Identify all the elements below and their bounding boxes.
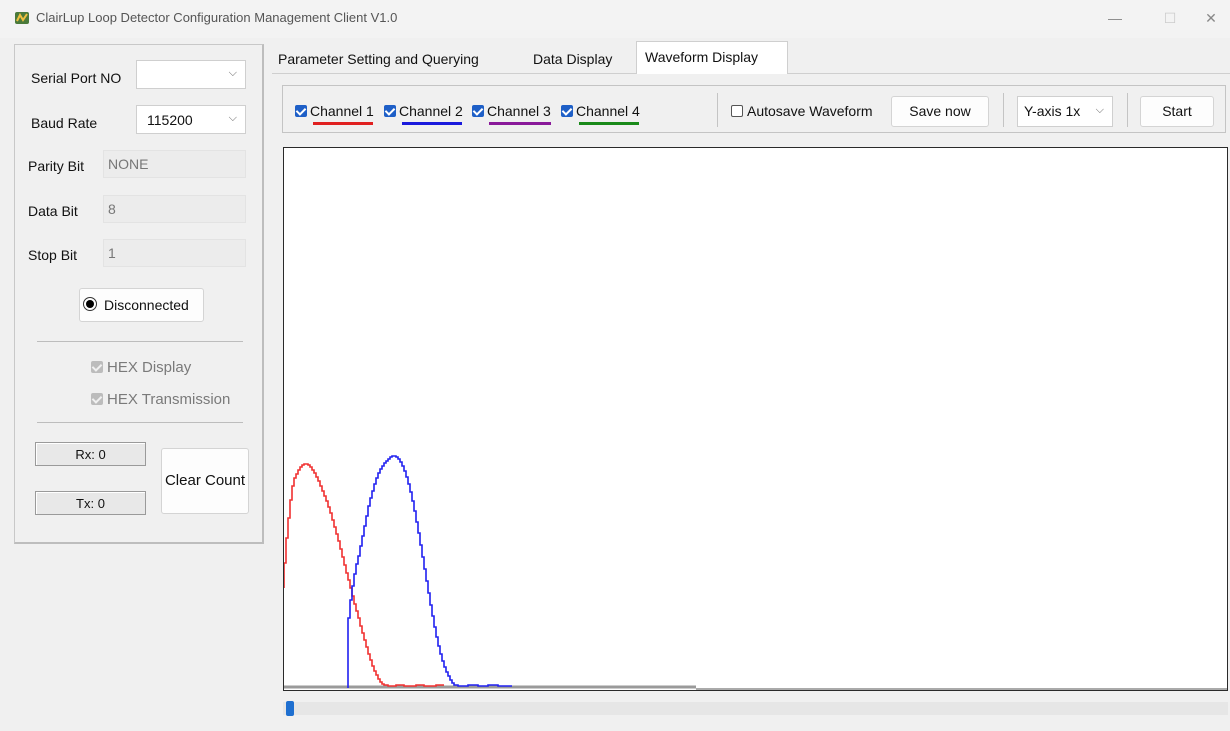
parity-bit-label: Parity Bit [28,158,85,174]
chevron-down-icon: ⌵ [228,67,237,79]
close-button[interactable]: ✕ [1205,10,1217,26]
serial-config-panel: Serial Port NO ⌵ Baud Rate 115200 ⌵ Pari… [14,44,264,544]
hex-display-label: HEX Display [107,359,192,376]
checkbox-icon [295,105,307,117]
channel-3-checkbox[interactable]: Channel 3 [472,103,559,119]
toolbar-divider [1003,93,1004,127]
hex-display-checkbox[interactable]: HEX Display [91,359,191,376]
tx-counter: Tx: 0 [35,491,146,515]
connect-button-label: Disconnected [104,297,189,313]
channel-4-color-swatch [579,122,639,125]
divider [37,422,243,423]
checkbox-icon [472,105,484,117]
baud-rate-select[interactable]: 115200 ⌵ [136,105,246,134]
channel-4-checkbox[interactable]: Channel 4 [561,103,656,119]
chevron-down-icon: ⌵ [228,112,237,124]
serial-port-select[interactable]: ⌵ [136,60,246,89]
checkbox-icon [91,361,103,373]
connect-button[interactable]: Disconnected [79,288,204,322]
channel-2-waveform [347,455,512,688]
waveform-plot [284,455,1227,690]
divider [37,341,243,342]
tab-waveform-display[interactable]: Waveform Display [636,41,788,74]
start-button[interactable]: Start [1140,96,1214,127]
hex-transmission-checkbox[interactable]: HEX Transmission [91,391,230,408]
rx-counter: Rx: 0 [35,442,146,466]
channel-1-color-swatch [313,122,373,125]
channel-3-label: Channel 3 [487,103,551,119]
minimize-button[interactable]: — [1108,10,1122,26]
chevron-down-icon: ⌵ [1095,104,1104,116]
autosave-waveform-checkbox[interactable]: Autosave Waveform [731,103,891,119]
maximize-button[interactable]: ☐ [1163,10,1177,26]
hex-transmission-label: HEX Transmission [107,391,231,408]
scrollbar-thumb[interactable] [286,701,294,716]
app-logo-icon [15,12,29,24]
baud-rate-value: 115200 [147,112,193,128]
checkbox-icon [561,105,573,117]
stop-bit-field: 1 [103,239,246,267]
channel-2-checkbox[interactable]: Channel 2 [384,103,468,119]
y-axis-scale-value: Y-axis 1x [1024,103,1081,119]
window-title: ClairLup Loop Detector Configuration Man… [36,10,398,25]
data-bit-label: Data Bit [28,203,78,219]
status-radio-icon [83,297,97,311]
stop-bit-label: Stop Bit [28,247,78,263]
baud-rate-label: Baud Rate [31,115,98,131]
data-bit-field: 8 [103,195,246,223]
serial-port-label: Serial Port NO [31,70,122,86]
clear-count-button[interactable]: Clear Count [161,448,249,514]
checkbox-icon [384,105,396,117]
title-bar: ClairLup Loop Detector Configuration Man… [0,0,1230,38]
channel-2-color-swatch [402,122,462,125]
autosave-waveform-label: Autosave Waveform [747,103,873,119]
waveform-canvas [283,147,1228,691]
toolbar-divider [1127,93,1128,127]
tab-parameter-setting[interactable]: Parameter Setting and Querying [278,51,479,67]
channel-4-label: Channel 4 [576,103,640,119]
channel-3-color-swatch [489,122,551,125]
checkbox-icon [731,105,743,117]
save-now-button[interactable]: Save now [891,96,989,127]
channel-1-waveform [284,463,444,687]
data-bit-value: 8 [108,201,116,217]
horizontal-scrollbar[interactable] [283,702,1228,715]
y-axis-scale-select[interactable]: Y-axis 1x ⌵ [1017,96,1113,127]
channel-1-checkbox[interactable]: Channel 1 [295,103,382,119]
parity-bit-value: NONE [108,156,149,172]
checkbox-icon [91,393,103,405]
parity-bit-field: NONE [103,150,246,178]
tab-data-display[interactable]: Data Display [533,51,613,67]
channel-1-label: Channel 1 [310,103,374,119]
toolbar-divider [717,93,718,127]
stop-bit-value: 1 [108,245,116,261]
channel-2-label: Channel 2 [399,103,463,119]
